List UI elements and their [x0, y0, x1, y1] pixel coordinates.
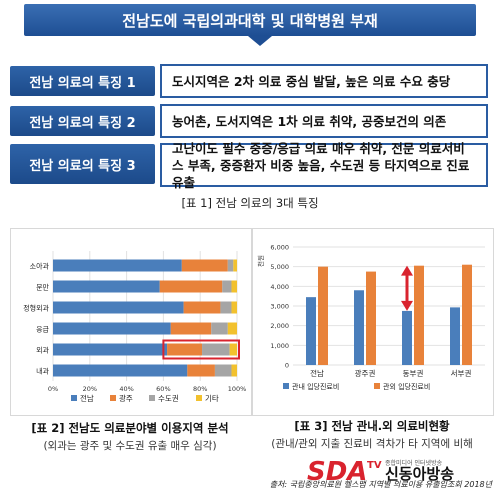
chart2-bar — [414, 265, 424, 365]
chart2-ytick-label: 4,000 — [270, 283, 289, 291]
feature-2-text: 농어촌, 도서지역은 1차 의료 취약, 공중보건의 의존 — [160, 104, 488, 138]
chart1-bar-segment — [214, 364, 232, 377]
feature-2-label: 전남 의료의 특징 2 — [10, 106, 155, 136]
chart2-category-label: 광주권 — [355, 368, 376, 378]
chart1-bar-segment — [229, 343, 237, 356]
chart2-category-label: 전남 — [310, 368, 324, 378]
chart1-bar-segment — [222, 280, 232, 293]
chart1-legend-swatch — [196, 395, 202, 401]
chart2-gap-arrow-up — [401, 265, 413, 276]
chart1-legend-swatch — [110, 395, 116, 401]
cost-chart-panel: 천원 0 1,000 2,000 3,000 4,000 5,000 6,000 전남 광주권 동부… — [252, 228, 494, 416]
chart1-bar-segment — [227, 259, 234, 272]
chart1-bar-segment — [183, 301, 221, 314]
chart1-bar-segment — [220, 301, 232, 314]
feature-3-label: 전남 의료의 특징 3 — [10, 144, 155, 184]
chart1-category-label: 응급 — [36, 326, 49, 334]
page-title: 전남도에 국립의과대학 및 대학병원 부재 — [24, 4, 476, 36]
table3-caption: [표 3] 전남 관내.외 의료비현황 — [294, 419, 450, 433]
chart1-bar-segment — [53, 280, 160, 293]
chart1-bar-segment — [53, 259, 182, 272]
title-pointer — [248, 36, 272, 46]
chart1-bar-segment — [227, 322, 237, 335]
sda-logo: SDA TV 신동아방송 종합미디어 인터넷방송 — [305, 456, 495, 488]
feature-3-text: 고난이도 필수 중증/응급 의료 매우 취약, 전문 의료서비스 부족, 중증환… — [160, 141, 488, 190]
logo-tv: TV — [367, 460, 382, 471]
logo-brand: SDA — [307, 457, 367, 484]
chart2-bar — [450, 307, 460, 365]
source-note: 출처: 국립중앙의료원 헬스맵 지역별 의료이용 유출입조회 2018년 — [269, 480, 492, 489]
chart2-legend-swatch — [283, 383, 289, 389]
chart1-bar-segment — [159, 280, 223, 293]
chart2-gap-arrow-down — [401, 300, 413, 311]
chart2-category-label: 서부권 — [451, 369, 472, 378]
chart1-legend-swatch — [149, 395, 155, 401]
feature-1-text: 도시지역은 2차 의료 중심 발달, 높은 의료 수요 충당 — [160, 64, 488, 98]
chart1-legend-label: 전남 — [80, 393, 94, 403]
chart1-bar-segment — [167, 343, 203, 356]
chart1-xtick-label: 60% — [156, 385, 170, 393]
chart2-ytick-label: 1,000 — [270, 342, 289, 350]
chart1-bar-segment — [231, 280, 237, 293]
chart2-bar — [402, 310, 412, 365]
table2-sub: (외과는 광주 및 수도권 유출 매우 심각) — [43, 440, 217, 452]
chart1-xtick-label: 0% — [48, 385, 58, 393]
chart2-legend-swatch — [374, 383, 380, 389]
chart1-bar-segment — [231, 364, 237, 377]
feature-1-label: 전남 의료의 특징 1 — [10, 66, 155, 96]
table1-caption: [표 1] 전남 의료의 3대 특징 — [181, 196, 319, 210]
chart1-category-label: 소아과 — [30, 262, 50, 271]
sda-logo-mark: SDA TV 신동아방송 종합미디어 인터넷방송 — [307, 457, 454, 487]
chart1-legend-label: 수도권 — [158, 394, 179, 403]
chart1-highlight-box — [162, 339, 240, 360]
chart1-bar-segment — [53, 301, 184, 314]
chart1-xtick-label: 80% — [193, 385, 207, 393]
chart1-bar-segment — [170, 322, 212, 335]
chart1-category-label: 내과 — [36, 367, 49, 376]
chart1-legend-label: 기타 — [205, 394, 219, 403]
chart1-legend-label: 광주 — [119, 393, 133, 403]
chart2-bar — [462, 264, 472, 365]
chart1-bar-segment — [53, 322, 171, 335]
logo-name: 신동아방송 — [385, 465, 454, 483]
chart2-legend-label: 관내 입당진료비 — [292, 382, 339, 391]
table3-sub: (관내/관외 지출 진료비 격차가 타 지역에 비해 — [271, 438, 473, 450]
chart1-bar-segment — [211, 322, 228, 335]
chart2-ytick-label: 6,000 — [270, 244, 289, 252]
logo-tagline: 종합미디어 인터넷방송 — [385, 459, 443, 467]
chart1-bar-segment — [231, 301, 237, 314]
chart2-ytick-label: 3,000 — [270, 303, 289, 311]
chart1-xtick-label: 100% — [228, 385, 247, 393]
chart1-xtick-label: 40% — [119, 385, 133, 393]
chart1-category-label: 외과 — [36, 346, 49, 355]
chart2-legend-label: 관외 입당진료비 — [383, 382, 430, 391]
table2-caption: [표 2] 전남도 의료분야별 이용지역 분석 — [31, 421, 229, 435]
chart2-bar — [306, 297, 316, 365]
chart2-ytick-label: 0 — [285, 362, 289, 370]
chart2-bar — [354, 290, 364, 365]
chart1-bar-segment — [187, 364, 215, 377]
chart1-category-label: 분만 — [36, 283, 49, 292]
chart2-ytick-label: 5,000 — [270, 263, 289, 271]
chart2-bar — [366, 271, 376, 365]
chart2-ylabel: 천원 — [256, 255, 265, 267]
chart1-legend-swatch — [71, 395, 77, 401]
chart1-bar-segment — [53, 343, 168, 356]
cost-bar-chart: 천원 0 1,000 2,000 3,000 4,000 5,000 6,000 전남 광주권 동부… — [256, 244, 485, 391]
chart1-bar-segment — [233, 259, 237, 272]
chart1-bar-segment — [202, 343, 230, 356]
chart2-category-label: 동부권 — [403, 369, 424, 378]
chart1-category-label: 정형외과 — [23, 304, 49, 313]
chart2-ytick-label: 2,000 — [270, 322, 289, 330]
chart1-xtick-label: 20% — [83, 385, 97, 393]
chart1-bar-segment — [53, 364, 188, 377]
chart2-bar — [318, 266, 328, 365]
chart1-bar-segment — [181, 259, 228, 272]
